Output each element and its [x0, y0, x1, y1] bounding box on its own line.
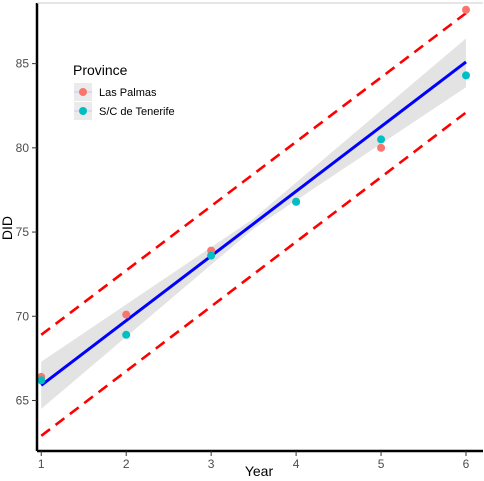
x-tick-label: 4 — [293, 457, 300, 471]
x-tick-label: 6 — [463, 457, 470, 471]
y-tick-label: 80 — [16, 141, 30, 155]
y-tick-label: 70 — [16, 309, 30, 323]
legend-label: S/C de Tenerife — [99, 106, 175, 118]
point-layer — [37, 5, 471, 385]
axis-layer: 1 2 3 4 5 6 65 70 75 80 85 — [16, 2, 483, 471]
las-palmas-point — [377, 143, 386, 152]
tenerife-point — [207, 251, 216, 260]
legend-marker — [79, 107, 87, 115]
y-tick-label: 85 — [16, 57, 30, 71]
las-palmas-point — [122, 310, 131, 319]
y-tick-label: 65 — [16, 393, 30, 407]
tenerife-point — [292, 197, 301, 206]
y-tick-label: 75 — [16, 225, 30, 239]
y-axis-title: DID — [0, 216, 15, 240]
tenerife-point — [37, 376, 46, 385]
tenerife-point — [377, 135, 386, 144]
las-palmas-point — [462, 5, 471, 14]
legend-label: Las Palmas — [99, 87, 157, 99]
x-axis-title: Year — [245, 463, 274, 479]
x-tick-label: 5 — [378, 457, 385, 471]
x-tick-label: 2 — [123, 457, 130, 471]
legend-title: Province — [73, 62, 128, 78]
tenerife-point — [122, 330, 131, 339]
tenerife-point — [462, 71, 471, 80]
legend: Province Las Palmas S/C de Tenerife — [73, 62, 175, 120]
regression-line — [40, 60, 467, 387]
line-layer — [40, 12, 467, 437]
x-tick-label: 1 — [38, 457, 45, 471]
x-tick-label: 3 — [208, 457, 215, 471]
legend-marker — [79, 88, 87, 96]
